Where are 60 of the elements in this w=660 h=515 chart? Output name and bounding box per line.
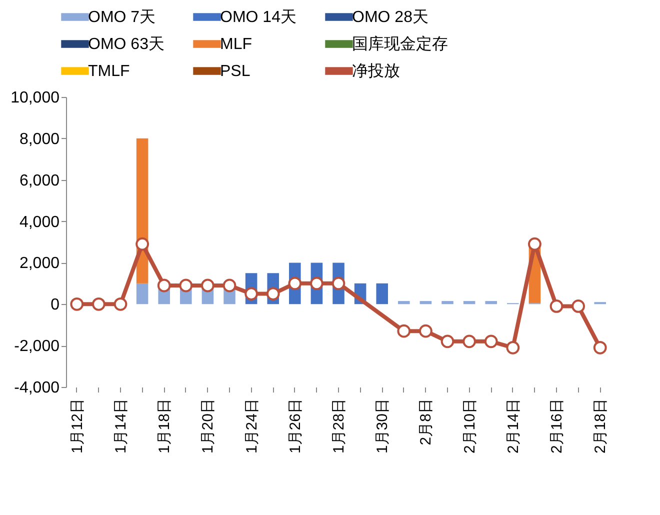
point: [332, 276, 346, 290]
y-tick-label: 8,000: [19, 130, 60, 148]
point: [506, 340, 520, 354]
point: [114, 297, 128, 311]
bar: [485, 301, 497, 304]
y-tick-label: -4,000: [14, 380, 60, 396]
y-tick-label: 6,000: [19, 172, 60, 190]
legend-label: OMO 63天: [88, 36, 164, 53]
point: [419, 324, 432, 338]
x-tick-label: 2月8日: [418, 398, 435, 446]
x-tick-label: 1月18日: [156, 398, 174, 454]
point: [484, 334, 498, 348]
y-tick-label: 4,000: [19, 214, 60, 231]
point: [288, 276, 302, 290]
x-tick-label: 1月26日: [286, 398, 304, 454]
point: [440, 334, 454, 348]
x-tick-label: 1月24日: [243, 398, 260, 454]
point: [310, 276, 324, 290]
legend-label: OMO 14天: [220, 9, 296, 26]
point: [136, 237, 149, 251]
point: [70, 297, 84, 311]
legend-label: TMLF: [88, 63, 130, 80]
point: [462, 334, 476, 348]
x-tick-label: 1月12日: [68, 398, 86, 454]
point: [222, 278, 236, 292]
x-tick-label: 1月14日: [112, 398, 130, 454]
bar: [398, 301, 410, 304]
legend-label: 国库现金定存: [352, 35, 448, 53]
x-tick-label: 1月20日: [200, 398, 217, 454]
point: [550, 300, 564, 313]
x-tick-label: 1月28日: [330, 398, 348, 454]
bar: [376, 283, 388, 304]
bar: [442, 301, 454, 304]
bar: [463, 301, 476, 304]
x-tick-label: 1月30日: [374, 398, 392, 454]
x-tick-label: 2月14日: [504, 398, 522, 454]
legend-label: 净投放: [352, 63, 400, 80]
legend-label: MLF: [220, 36, 252, 53]
point: [201, 278, 214, 292]
x-tick-label: 2月16日: [548, 398, 566, 454]
point: [266, 287, 280, 300]
point: [397, 324, 411, 338]
point: [92, 297, 106, 311]
point: [572, 300, 585, 313]
bar: [420, 301, 432, 304]
x-tick-label: 2月18日: [592, 398, 610, 454]
legend-label: PSL: [220, 63, 250, 80]
legend-label: OMO 28天: [352, 9, 428, 26]
point: [528, 237, 542, 251]
point: [244, 287, 258, 300]
point: [593, 340, 607, 354]
y-tick-label: 0: [50, 296, 60, 314]
y-tick-label: 10,000: [10, 90, 60, 106]
y-tick-label: 2,000: [19, 255, 60, 272]
point: [157, 278, 171, 292]
y-tick-label: -2,000: [14, 338, 60, 356]
x-tick-label: 2月10日: [461, 398, 478, 454]
legend-label: OMO 7天: [88, 9, 156, 26]
point: [179, 278, 193, 292]
bar: [136, 283, 148, 304]
